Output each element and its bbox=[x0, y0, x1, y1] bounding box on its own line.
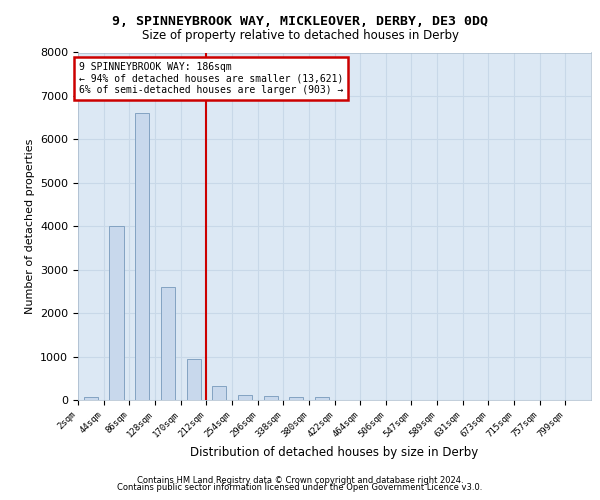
Text: Contains HM Land Registry data © Crown copyright and database right 2024.: Contains HM Land Registry data © Crown c… bbox=[137, 476, 463, 485]
Text: 9 SPINNEYBROOK WAY: 186sqm
← 94% of detached houses are smaller (13,621)
6% of s: 9 SPINNEYBROOK WAY: 186sqm ← 94% of deta… bbox=[79, 62, 343, 96]
Bar bbox=[212, 386, 226, 400]
Bar bbox=[238, 395, 252, 400]
Bar bbox=[315, 396, 329, 400]
Bar bbox=[289, 398, 304, 400]
Text: Contains public sector information licensed under the Open Government Licence v3: Contains public sector information licen… bbox=[118, 484, 482, 492]
Bar bbox=[84, 396, 98, 400]
Bar bbox=[109, 226, 124, 400]
Text: 9, SPINNEYBROOK WAY, MICKLEOVER, DERBY, DE3 0DQ: 9, SPINNEYBROOK WAY, MICKLEOVER, DERBY, … bbox=[112, 15, 488, 28]
Text: Size of property relative to detached houses in Derby: Size of property relative to detached ho… bbox=[142, 28, 458, 42]
Bar bbox=[135, 114, 149, 400]
Y-axis label: Number of detached properties: Number of detached properties bbox=[25, 138, 35, 314]
Bar bbox=[187, 358, 200, 400]
Bar bbox=[161, 287, 175, 400]
Bar bbox=[263, 396, 278, 400]
X-axis label: Distribution of detached houses by size in Derby: Distribution of detached houses by size … bbox=[190, 446, 479, 459]
